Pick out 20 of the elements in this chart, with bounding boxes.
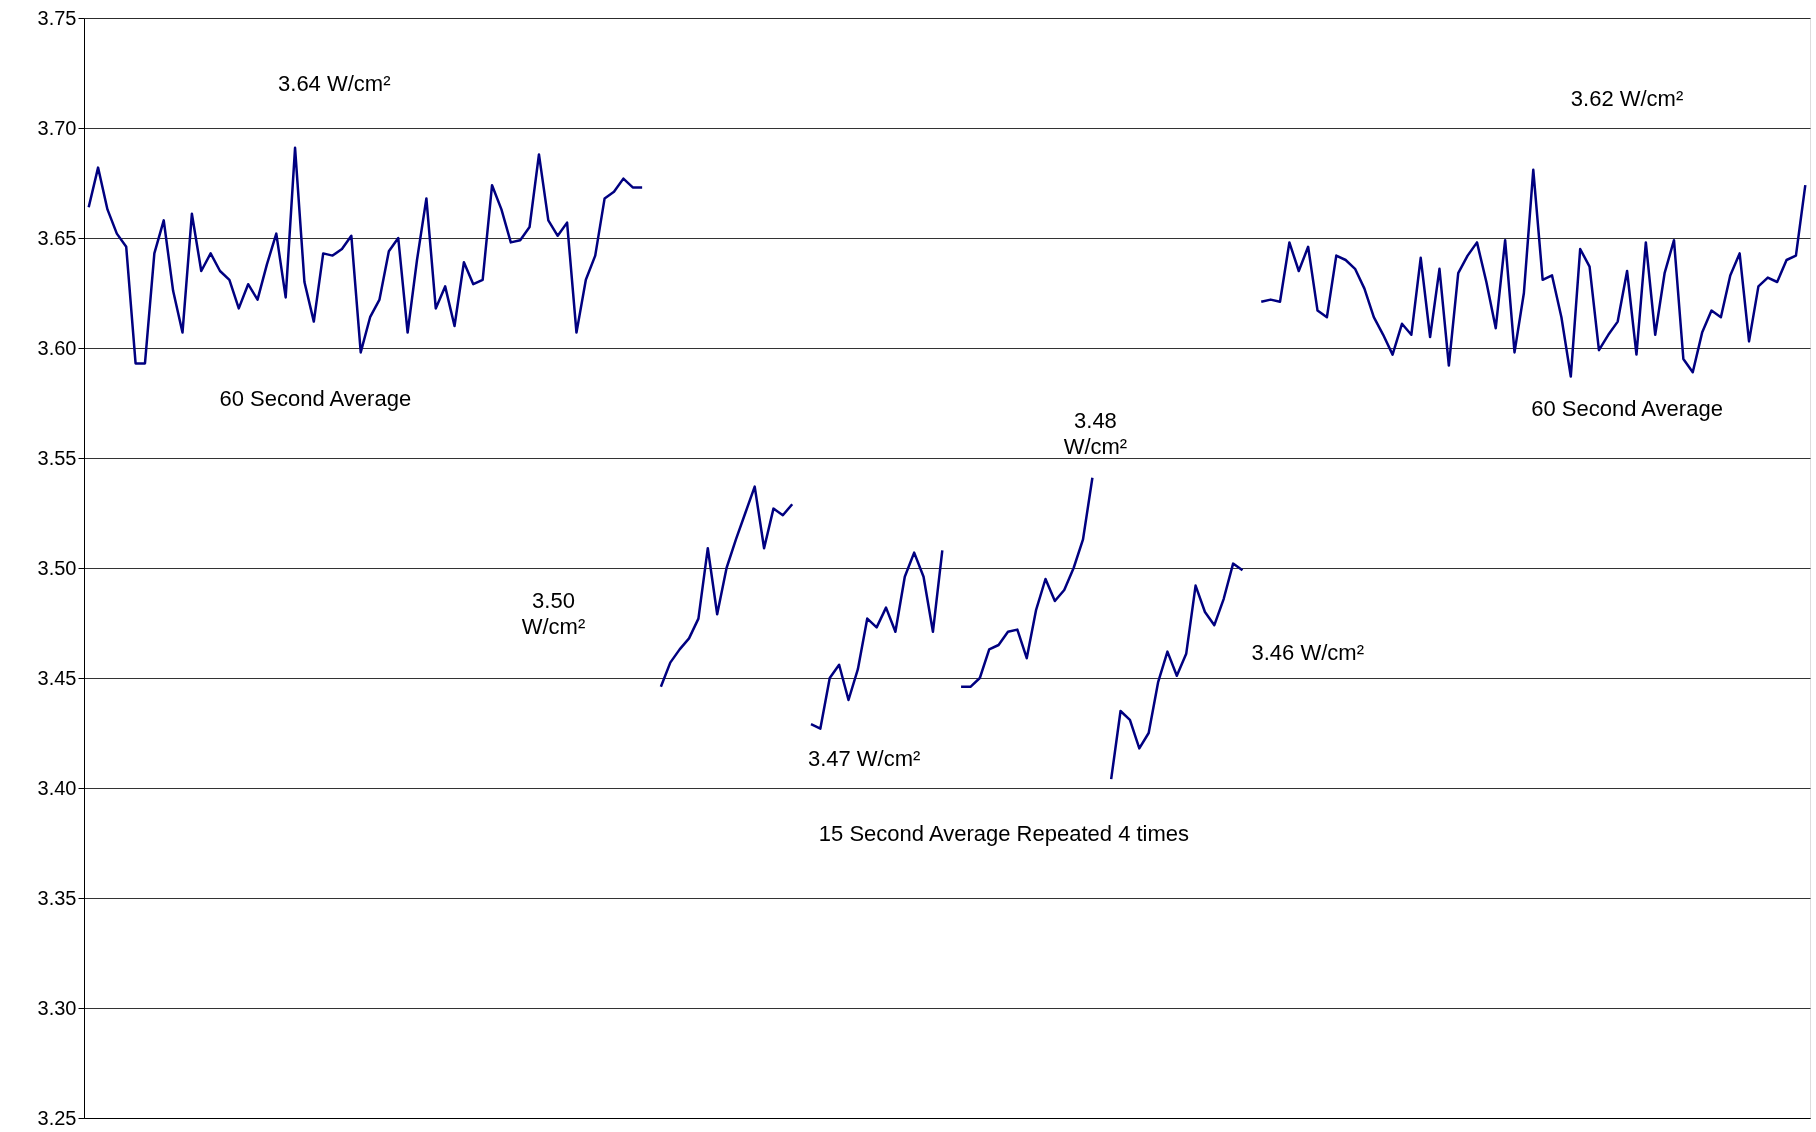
annotation: 60 Second Average — [1531, 395, 1723, 421]
y-tick-label: 3.65 — [37, 226, 77, 249]
y-tick-label: 3.40 — [37, 776, 77, 799]
y-tick-label: 3.70 — [37, 116, 77, 139]
annotation: 3.46 W/cm² — [1251, 639, 1364, 665]
annotation: 15 Second Average Repeated 4 times — [818, 821, 1190, 847]
y-tick-label: 3.55 — [37, 446, 77, 469]
y-tick-label: 3.50 — [37, 556, 77, 579]
annotation: 3.47 W/cm² — [807, 746, 921, 772]
y-tick-label: 3.60 — [37, 336, 77, 359]
y-tick-label: 3.75 — [37, 6, 77, 29]
y-tick-label: 3.30 — [37, 996, 77, 1019]
annotation: 60 Second Average — [219, 385, 412, 411]
annotation: 3.64 W/cm² — [278, 71, 391, 96]
y-tick-label: 3.45 — [37, 666, 77, 689]
annotation: 3.62 W/cm² — [1570, 86, 1684, 112]
y-tick-label: 3.35 — [37, 886, 77, 909]
y-tick-label: 3.25 — [37, 1106, 77, 1129]
annotation: 3.50 W/cm² — [521, 588, 586, 639]
annotation: 3.48 W/cm² — [1063, 407, 1128, 459]
